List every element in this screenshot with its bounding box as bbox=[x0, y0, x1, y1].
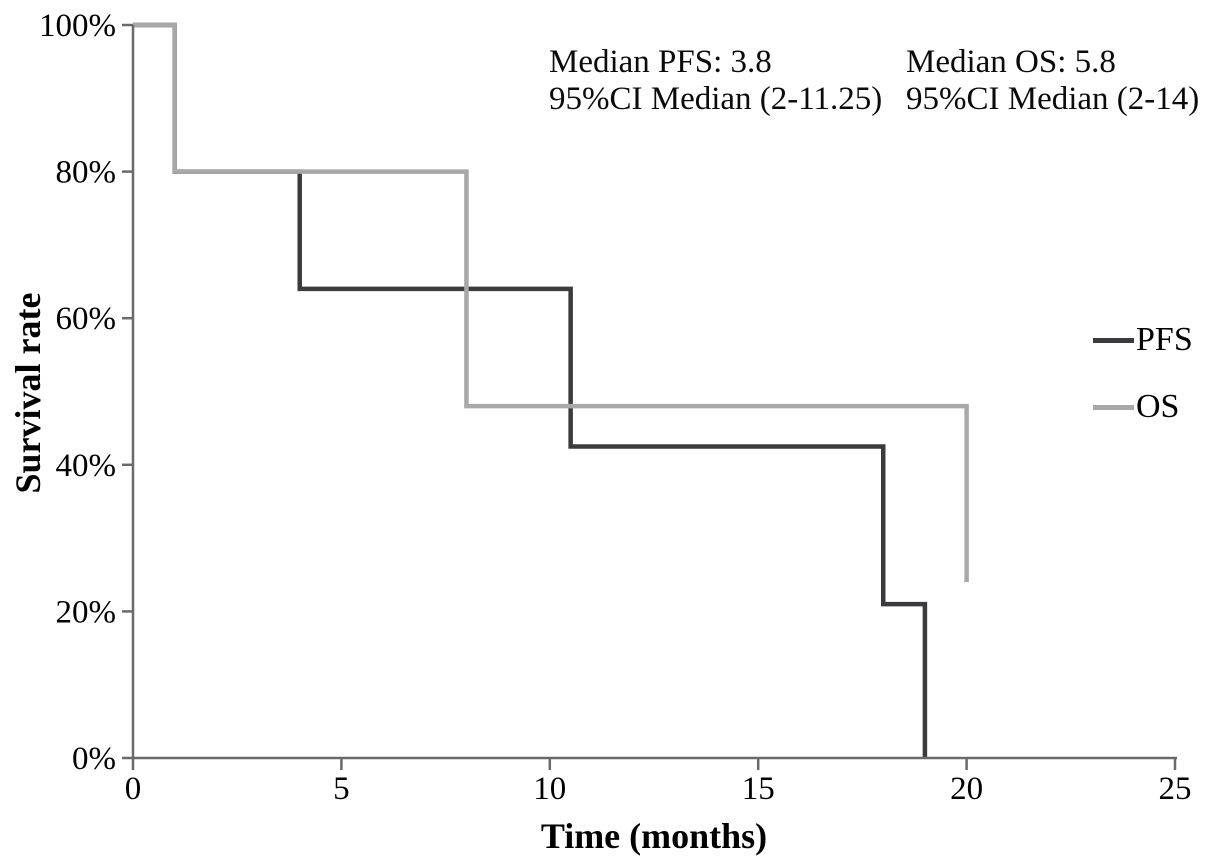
x-tick-label: 25 bbox=[1159, 771, 1192, 807]
y-tick-label: 40% bbox=[56, 448, 117, 484]
x-tick-label: 10 bbox=[533, 771, 566, 807]
y-axis-title: Survival rate bbox=[8, 292, 48, 494]
x-tick-label: 5 bbox=[333, 771, 350, 807]
os-median-line2: 95%CI Median (2-14) bbox=[906, 81, 1200, 117]
legend-label-pfs: PFS bbox=[1136, 321, 1193, 358]
y-tick-label: 20% bbox=[56, 594, 117, 630]
series-line-pfs bbox=[133, 22, 928, 758]
legend-entry-pfs: PFS bbox=[1093, 320, 1193, 360]
os-line-swatch-icon bbox=[1093, 404, 1134, 410]
y-tick-label: 60% bbox=[56, 301, 117, 337]
y-axis-ticks: 0% 20% 40% 60% 80% 100% bbox=[39, 8, 133, 777]
legend: PFS OS bbox=[1093, 320, 1193, 427]
os-median-line1: Median OS: 5.8 bbox=[906, 44, 1116, 80]
legend-label-os: OS bbox=[1136, 388, 1180, 425]
legend-entry-os: OS bbox=[1093, 387, 1193, 427]
y-tick-label: 0% bbox=[72, 741, 116, 777]
x-axis-ticks: 0 5 10 15 20 25 bbox=[125, 758, 1192, 807]
y-tick-label: 100% bbox=[39, 8, 116, 44]
axes bbox=[131, 25, 1177, 760]
series-lines bbox=[133, 22, 969, 758]
pfs-median-line2: 95%CI Median (2-11.25) bbox=[549, 81, 883, 117]
pfs-line-swatch-icon bbox=[1093, 337, 1134, 343]
x-tick-label: 20 bbox=[950, 771, 983, 807]
x-tick-label: 15 bbox=[742, 771, 775, 807]
pfs-median-annotation: Median PFS: 3.8 95%CI Median (2-11.25) bbox=[549, 44, 882, 118]
os-median-annotation: Median OS: 5.8 95%CI Median (2-14) bbox=[906, 44, 1199, 118]
series-line-os bbox=[133, 22, 969, 583]
x-tick-label: 0 bbox=[125, 771, 142, 807]
pfs-median-line1: Median PFS: 3.8 bbox=[549, 44, 772, 80]
x-axis-title: Time (months) bbox=[540, 816, 768, 856]
y-tick-label: 80% bbox=[56, 155, 117, 191]
